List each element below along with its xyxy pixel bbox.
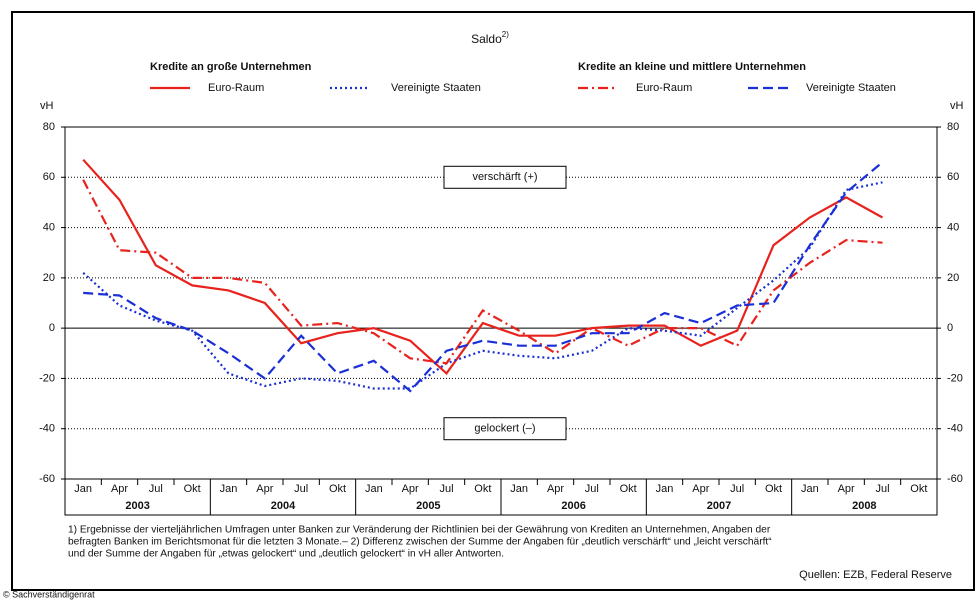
series-line bbox=[82, 179, 883, 365]
year-label: 2006 bbox=[561, 500, 585, 512]
x-tick-label: Okt bbox=[474, 483, 491, 495]
source: Quellen: EZB, Federal Reserve bbox=[799, 569, 952, 581]
x-tick-label: Jul bbox=[585, 483, 599, 495]
x-tick-label: Jul bbox=[149, 483, 163, 495]
footnote: und der Summe der Angaben für „etwas gel… bbox=[68, 549, 504, 560]
copyright: © Sachverständigenrat bbox=[3, 589, 95, 599]
y2-tick-label: -60 bbox=[947, 473, 963, 485]
x-tick-label: Apr bbox=[838, 483, 855, 495]
x-tick-label: Jul bbox=[875, 483, 889, 495]
legend-label: Euro-Raum bbox=[208, 82, 264, 94]
title: Saldo bbox=[471, 32, 502, 46]
footnote: 1) Ergebnisse der vierteljährlichen Umfr… bbox=[68, 525, 771, 536]
y-tick-label: -40 bbox=[39, 423, 55, 435]
x-tick-label: Jul bbox=[294, 483, 308, 495]
x-tick-label: Apr bbox=[547, 483, 564, 495]
x-tick-label: Jan bbox=[220, 483, 238, 495]
x-tick-label: Jan bbox=[656, 483, 674, 495]
y-unit: vH bbox=[40, 100, 54, 112]
x-tick-label: Apr bbox=[256, 483, 273, 495]
x-tick-label: Apr bbox=[111, 483, 128, 495]
x-tick-label: Apr bbox=[402, 483, 419, 495]
x-tick-label: Okt bbox=[329, 483, 346, 495]
legend-label: Vereinigte Staaten bbox=[806, 82, 896, 94]
y2-tick-label: 20 bbox=[947, 272, 959, 284]
x-tick-label: Apr bbox=[692, 483, 709, 495]
series-line bbox=[82, 158, 884, 376]
annotation: verschärft (+) bbox=[472, 171, 537, 183]
year-label: 2004 bbox=[271, 500, 296, 512]
title-note: 2) bbox=[502, 30, 509, 39]
y-tick-label: 40 bbox=[43, 221, 55, 233]
y2-tick-label: 40 bbox=[947, 221, 959, 233]
y-tick-label: 20 bbox=[43, 272, 55, 284]
x-tick-label: Jul bbox=[730, 483, 744, 495]
y-tick-label: -60 bbox=[39, 473, 55, 485]
y2-tick-label: -40 bbox=[947, 423, 963, 435]
y2-tick-label: -20 bbox=[947, 372, 963, 384]
annotation-box bbox=[443, 417, 567, 441]
x-tick-label: Jan bbox=[74, 483, 92, 495]
y-tick-label: 80 bbox=[43, 121, 55, 133]
year-label: 2005 bbox=[416, 500, 440, 512]
x-tick-label: Jan bbox=[801, 483, 819, 495]
legend-label: Vereinigte Staaten bbox=[391, 82, 481, 94]
year-label: 2003 bbox=[125, 500, 149, 512]
y-unit: vH bbox=[950, 100, 964, 112]
legend-group: Kredite an kleine und mittlere Unternehm… bbox=[578, 61, 806, 73]
annotation: gelockert (–) bbox=[474, 423, 535, 435]
year-label: 2007 bbox=[707, 500, 731, 512]
x-tick-label: Jan bbox=[365, 483, 383, 495]
annotation-box bbox=[443, 165, 567, 189]
y2-tick-label: 0 bbox=[947, 322, 953, 334]
x-tick-label: Okt bbox=[184, 483, 201, 495]
chart-title: Saldo2) bbox=[471, 30, 509, 46]
series-line bbox=[83, 161, 884, 393]
y-tick-label: -20 bbox=[39, 372, 55, 384]
legend-group: Kredite an große Unternehmen bbox=[150, 61, 312, 73]
year-label: 2008 bbox=[852, 500, 876, 512]
x-tick-label: Okt bbox=[620, 483, 637, 495]
x-tick-label: Okt bbox=[910, 483, 927, 495]
legend-label: Euro-Raum bbox=[636, 82, 692, 94]
x-tick-label: Jul bbox=[439, 483, 453, 495]
y-tick-label: 0 bbox=[49, 322, 55, 334]
x-tick-label: Okt bbox=[765, 483, 782, 495]
series-line bbox=[82, 181, 883, 390]
y2-tick-label: 60 bbox=[947, 171, 959, 183]
y2-tick-label: 80 bbox=[947, 121, 959, 133]
footnote: befragten Banken im Berichtsmonat für di… bbox=[68, 537, 772, 548]
y-tick-label: 60 bbox=[43, 171, 55, 183]
x-tick-label: Jan bbox=[510, 483, 528, 495]
